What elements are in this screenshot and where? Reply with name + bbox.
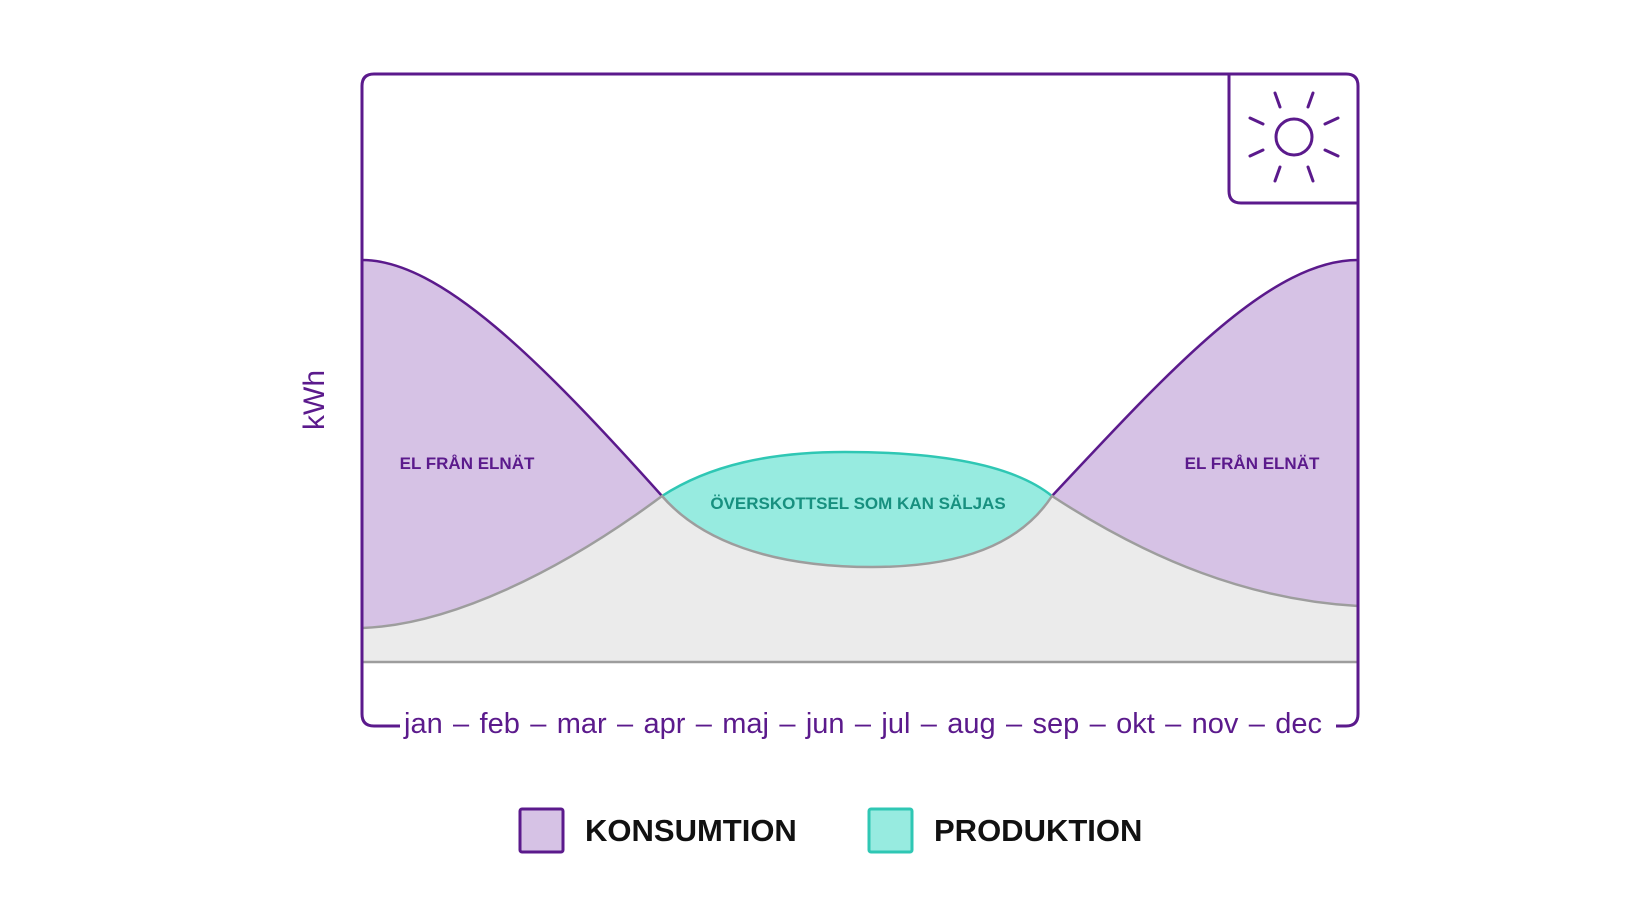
month-label-dec: dec <box>1275 708 1322 740</box>
sun-box <box>1227 74 1358 205</box>
month-label-jan: jan <box>403 708 443 740</box>
consumption-right-area <box>1052 260 1358 606</box>
region-label-left: EL FRÅN ELNÄT <box>400 454 535 473</box>
month-separator: – <box>1090 708 1107 740</box>
month-label-feb: feb <box>480 708 520 740</box>
month-label-okt: okt <box>1116 708 1155 740</box>
month-axis: jan – feb – mar – apr – maj – jun – jul – aug – sep – okt –… <box>403 708 1322 740</box>
base-area <box>362 496 1358 662</box>
legend-swatch-production <box>867 807 914 854</box>
y-axis-label: kWh <box>298 370 331 430</box>
month-separator: – <box>617 708 634 740</box>
production-top-curve <box>661 450 1053 498</box>
month-label-sep: sep <box>1032 708 1079 740</box>
region-label-surplus: ÖVERSKOTTSEL SOM KAN SÄLJAS <box>710 494 1005 513</box>
month-label-maj: maj <box>722 708 769 740</box>
month-label-jun: jun <box>805 708 845 740</box>
month-label-apr: apr <box>644 708 686 740</box>
consumption-curve-right <box>1051 258 1359 497</box>
month-separator: – <box>696 708 713 740</box>
region-label-right: EL FRÅN ELNÄT <box>1185 454 1320 473</box>
month-separator: – <box>530 708 547 740</box>
month-label-mar: mar <box>557 708 607 740</box>
production-base-curve <box>361 494 1359 630</box>
legend-swatch-consumption <box>518 807 565 854</box>
month-separator: – <box>779 708 796 740</box>
month-separator: – <box>855 708 872 740</box>
month-separator: – <box>921 708 938 740</box>
month-label-aug: aug <box>947 708 995 740</box>
surplus-area <box>662 452 1052 567</box>
month-label-jul: jul <box>880 708 910 740</box>
consumption-left-area <box>362 260 662 628</box>
month-separator: – <box>453 708 470 740</box>
consumption-curve <box>361 258 663 497</box>
month-separator: – <box>1249 708 1266 740</box>
legend-label-production: PRODUKTION <box>934 813 1142 848</box>
month-label-nov: nov <box>1192 708 1239 740</box>
month-separator: – <box>1006 708 1023 740</box>
sun-icon <box>1248 91 1340 183</box>
month-separator: – <box>1165 708 1182 740</box>
chart-frame <box>360 72 1360 728</box>
legend-label-consumption: KONSUMTION <box>585 813 797 848</box>
